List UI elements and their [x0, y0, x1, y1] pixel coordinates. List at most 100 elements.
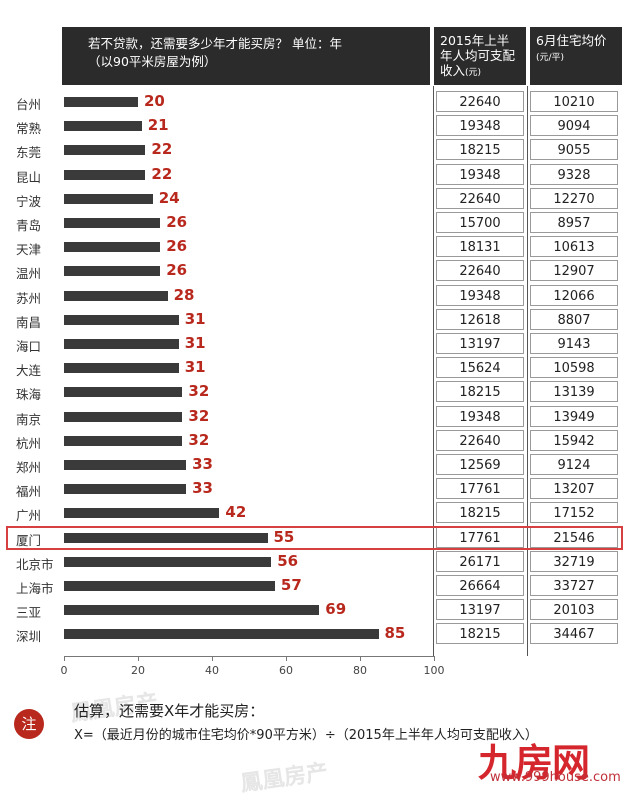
price-header-line1: 6月住宅均价 — [536, 33, 607, 48]
income-header-line3: 收入 — [440, 63, 466, 78]
data-label: 26 — [166, 237, 188, 256]
bar — [64, 508, 220, 519]
income-cell: 12569 — [436, 454, 524, 475]
chart-row: 福州 33 17761 13207 — [0, 477, 625, 501]
category-label: 厦门 — [16, 532, 42, 548]
chart-row: 常熟 21 19348 9094 — [0, 114, 625, 138]
price-cell: 10613 — [530, 236, 618, 258]
income-cell: 18215 — [436, 139, 524, 161]
income-cell: 22640 — [436, 429, 524, 451]
note-badge: 注 — [14, 709, 44, 739]
bar — [64, 121, 142, 132]
income-cell: 22640 — [436, 91, 524, 112]
chart-title-line1: 若不贷款，还需要多少年才能买房？ 单位：年 — [88, 36, 342, 51]
x-tick — [286, 656, 287, 661]
bar — [64, 460, 187, 470]
price-cell: 32719 — [530, 550, 618, 572]
data-label: 26 — [166, 261, 188, 280]
category-label: 北京市 — [16, 556, 54, 572]
data-label: 20 — [144, 92, 165, 110]
price-column-header: 6月住宅均价 (元/平) — [530, 27, 622, 85]
bar — [64, 581, 275, 591]
income-cell: 18131 — [436, 236, 524, 258]
price-cell: 33727 — [530, 575, 618, 596]
chart-row: 杭州 32 22640 15942 — [0, 429, 625, 453]
category-label: 台州 — [16, 97, 42, 112]
bar — [64, 266, 161, 277]
bar — [64, 339, 179, 349]
bar — [64, 193, 153, 204]
chart-row: 广州 42 18215 17152 — [0, 501, 625, 525]
note-line2: X=（最近月份的城市住宅均价*90平方米）÷（2015年上半年人均可支配收入） — [74, 728, 538, 743]
bar — [64, 363, 179, 374]
data-label: 21 — [147, 116, 169, 135]
data-label: 31 — [184, 309, 206, 328]
income-cell: 13197 — [436, 333, 524, 354]
data-label: 56 — [277, 551, 299, 570]
chart-row: 青岛 26 15700 8957 — [0, 211, 625, 235]
bar — [64, 484, 187, 495]
category-label: 昆山 — [16, 169, 42, 185]
bar — [64, 387, 183, 398]
data-label: 28 — [173, 285, 195, 304]
category-label: 苏州 — [16, 290, 42, 306]
bar — [64, 556, 272, 567]
price-cell: 8807 — [530, 308, 618, 330]
category-label: 大连 — [16, 363, 42, 379]
category-label: 珠海 — [16, 387, 42, 403]
chart-row: 南昌 31 12618 8807 — [0, 308, 625, 332]
price-cell: 34467 — [530, 623, 618, 645]
income-cell: 18215 — [436, 502, 524, 524]
bar — [64, 169, 146, 180]
category-label: 福州 — [16, 484, 42, 500]
category-label: 温州 — [16, 266, 42, 282]
income-cell: 18215 — [436, 381, 524, 403]
price-cell: 12066 — [530, 284, 618, 306]
x-tick — [64, 656, 65, 661]
data-label: 22 — [151, 164, 173, 183]
chart-row: 东莞 22 18215 9055 — [0, 138, 625, 162]
price-cell: 13139 — [530, 381, 618, 403]
data-label: 31 — [184, 358, 206, 377]
price-cell: 9143 — [530, 333, 618, 354]
income-cell: 13197 — [436, 599, 524, 621]
price-cell: 20103 — [530, 599, 618, 621]
data-label: 33 — [192, 479, 213, 498]
chart-row: 北京市 56 26171 32719 — [0, 550, 625, 574]
price-cell: 15942 — [530, 429, 618, 451]
income-cell: 26664 — [436, 575, 524, 596]
chart-row: 温州 26 22640 12907 — [0, 259, 625, 283]
price-cell: 21546 — [530, 526, 618, 548]
chart-row: 大连 31 15624 10598 — [0, 356, 625, 380]
chart-row: 苏州 28 19348 12066 — [0, 284, 625, 308]
data-label: 69 — [325, 600, 347, 619]
category-label: 常熟 — [16, 121, 42, 137]
income-cell: 15700 — [436, 212, 524, 233]
x-tick — [138, 656, 139, 661]
data-label: 24 — [158, 188, 180, 207]
category-label: 郑州 — [16, 460, 42, 475]
note-line1: 估算，还需要X年才能买房： — [74, 702, 265, 720]
price-header-unit: (元/平) — [536, 53, 565, 63]
category-label: 青岛 — [16, 218, 42, 233]
bar — [64, 290, 168, 301]
income-cell: 17761 — [436, 526, 524, 548]
price-cell: 10210 — [530, 91, 618, 112]
site-url: www.999house.com — [490, 770, 621, 785]
bar — [64, 532, 268, 543]
chart-row: 厦门 55 17761 21546 — [0, 526, 625, 550]
category-label: 海口 — [16, 339, 42, 354]
data-label: 32 — [188, 382, 210, 401]
category-label: 南昌 — [16, 314, 42, 330]
income-cell: 26171 — [436, 550, 524, 572]
column-divider — [527, 86, 528, 656]
bar — [64, 145, 146, 156]
chart-row: 海口 31 13197 9143 — [0, 332, 625, 356]
income-column-header: 2015年上半 年人均可支配 收入(元) — [434, 27, 526, 85]
category-label: 上海市 — [16, 581, 54, 596]
highlight-box — [6, 525, 623, 550]
x-tick-label: 100 — [423, 664, 445, 677]
category-label: 深圳 — [16, 629, 42, 645]
price-cell: 9094 — [530, 115, 618, 137]
chart-row: 深圳 85 18215 34467 — [0, 622, 625, 646]
